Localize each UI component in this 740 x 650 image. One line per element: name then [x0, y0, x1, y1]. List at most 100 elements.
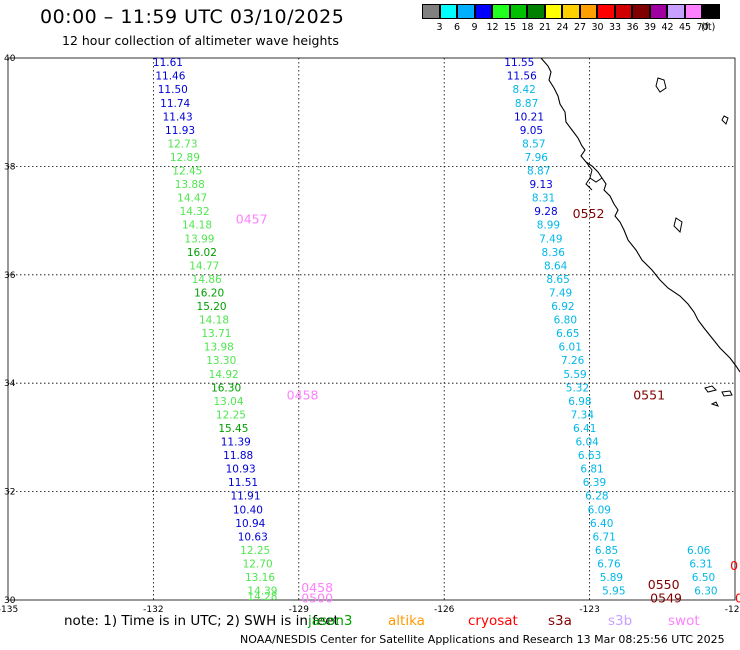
wave-height-value: 9.05: [520, 125, 543, 137]
pass-time-label: 0552: [573, 206, 605, 221]
wave-height-value: 8.87: [515, 98, 538, 110]
wave-height-value: 8.31: [532, 193, 555, 205]
wave-height-value: 14.77: [189, 260, 219, 272]
scale-swatch: [667, 4, 685, 19]
california-coastline: [540, 57, 740, 373]
x-tick-label: -129: [289, 605, 310, 615]
wave-height-value: 6.92: [551, 301, 574, 313]
scale-swatch: [649, 4, 667, 19]
coastline: [540, 57, 740, 407]
wave-height-value: 6.71: [592, 531, 615, 543]
wave-height-value: 6.98: [568, 396, 591, 408]
wave-height-value: 11.46: [155, 71, 185, 83]
satellite-legend-item: cryosat: [468, 613, 518, 629]
wave-height-value: 11.43: [163, 111, 193, 123]
scale-swatch: [614, 4, 632, 19]
scale-unit: (ft): [701, 22, 716, 33]
wave-height-value: 11.55: [504, 57, 534, 69]
wave-height-value: 13.99: [184, 233, 214, 245]
wave-height-value: 15.20: [197, 301, 227, 313]
footnote-text: note: 1) Time is in UTC; 2) SWH is in fe…: [64, 613, 339, 629]
satellite-legend-item: swot: [668, 613, 700, 629]
wave-height-value: 11.91: [230, 491, 260, 503]
wave-height-value: 13.30: [206, 355, 236, 367]
wave-height-value: 5.59: [563, 369, 586, 381]
wave-height-value: 10.40: [233, 504, 263, 516]
axis-tick-labels: -135 -132 -129 -126 -123 -120 30 32 34 36 38 40: [0, 54, 740, 615]
wave-height-value: 5.32: [566, 382, 589, 394]
wave-height-value: 8.65: [546, 274, 569, 286]
scale-swatch: [544, 4, 562, 19]
credit-line: NOAA/NESDIS Center for Satellite Applica…: [240, 633, 725, 646]
scale-label: 24: [556, 22, 569, 33]
scale-swatch: [684, 4, 702, 19]
y-tick-label: 34: [4, 379, 16, 389]
scale-swatch: [702, 4, 720, 19]
wave-height-value: 6.31: [689, 558, 712, 570]
wave-height-value: 13.71: [201, 328, 231, 340]
y-tick-label: 32: [4, 488, 15, 498]
scale-swatch: [509, 4, 527, 19]
island-1: [704, 385, 717, 393]
graticule: [7, 57, 736, 601]
scale-swatch: [562, 4, 580, 19]
wave-height-value: 8.57: [522, 138, 545, 150]
wave-height-value: 14.18: [199, 315, 229, 327]
wave-height-value: 14.47: [177, 193, 207, 205]
pass-time-label: 0: [730, 558, 738, 573]
wave-height-value: 13.88: [175, 179, 205, 191]
wave-height-value: 6.63: [578, 450, 601, 462]
wave-height-value: 11.93: [165, 125, 195, 137]
x-tick-label: -120: [725, 605, 740, 615]
wave-height-value: 14.39: [247, 586, 277, 598]
wave-height-value: 6.50: [692, 572, 715, 584]
lake-shape: [655, 77, 667, 93]
wave-height-value: 6.01: [559, 342, 582, 354]
wave-height-value: 6.04: [575, 437, 599, 449]
pass-time-label: 0549: [650, 591, 682, 606]
pass-time-label: 0: [735, 591, 740, 606]
scale-label: 3: [436, 22, 443, 33]
island-2: [721, 390, 733, 397]
wave-height-value: 14.92: [209, 369, 239, 381]
wave-height-value: 13.04: [213, 396, 243, 408]
wave-height-value: 6.39: [583, 477, 606, 489]
scale-label: 9: [471, 22, 478, 33]
wave-height-value: 12.89: [170, 152, 200, 164]
x-tick-label: -135: [0, 605, 18, 615]
pass-time-label: 0550: [648, 577, 680, 592]
wave-height-value: 10.21: [514, 111, 544, 123]
scale-label: 6: [454, 22, 461, 33]
wave-height-value: 11.39: [221, 437, 251, 449]
wave-height-value: 11.74: [160, 98, 190, 110]
pass-time-label: 0457: [236, 211, 268, 226]
page-subtitle: 12 hour collection of altimeter wave hei…: [62, 33, 339, 48]
wave-height-value: 8.42: [512, 84, 535, 96]
wave-height-value: 6.65: [556, 328, 579, 340]
wave-height-value: 9.13: [529, 179, 552, 191]
scale-swatch: [439, 4, 457, 19]
scale-label: 39: [644, 22, 657, 33]
scale-label: 27: [574, 22, 587, 33]
wave-height-value: 6.80: [554, 315, 577, 327]
pass-time-label: 0551: [633, 387, 665, 402]
scale-label: 30: [591, 22, 604, 33]
wave-height-value: 13.16: [245, 572, 275, 584]
wave-height-value: 6.28: [585, 491, 608, 503]
scale-swatch: [474, 4, 492, 19]
wave-height-value: 11.88: [223, 450, 253, 462]
wave-height-value: 6.06: [687, 545, 711, 557]
pass-time-label: 0500: [301, 591, 333, 606]
scale-label: 70: [696, 22, 709, 33]
wave-height-value: 8.87: [527, 166, 550, 178]
wave-height-value: 8.99: [537, 220, 560, 232]
wave-height-value: 6.85: [595, 545, 618, 557]
scale-swatch: [492, 4, 510, 19]
wave-height-value: 11.61: [153, 57, 183, 69]
wave-height-value: 10.93: [226, 464, 256, 476]
wave-height-value: 7.96: [525, 152, 549, 164]
wave-height-value: 8.36: [542, 247, 566, 259]
wave-height-value: 10.94: [235, 518, 265, 530]
